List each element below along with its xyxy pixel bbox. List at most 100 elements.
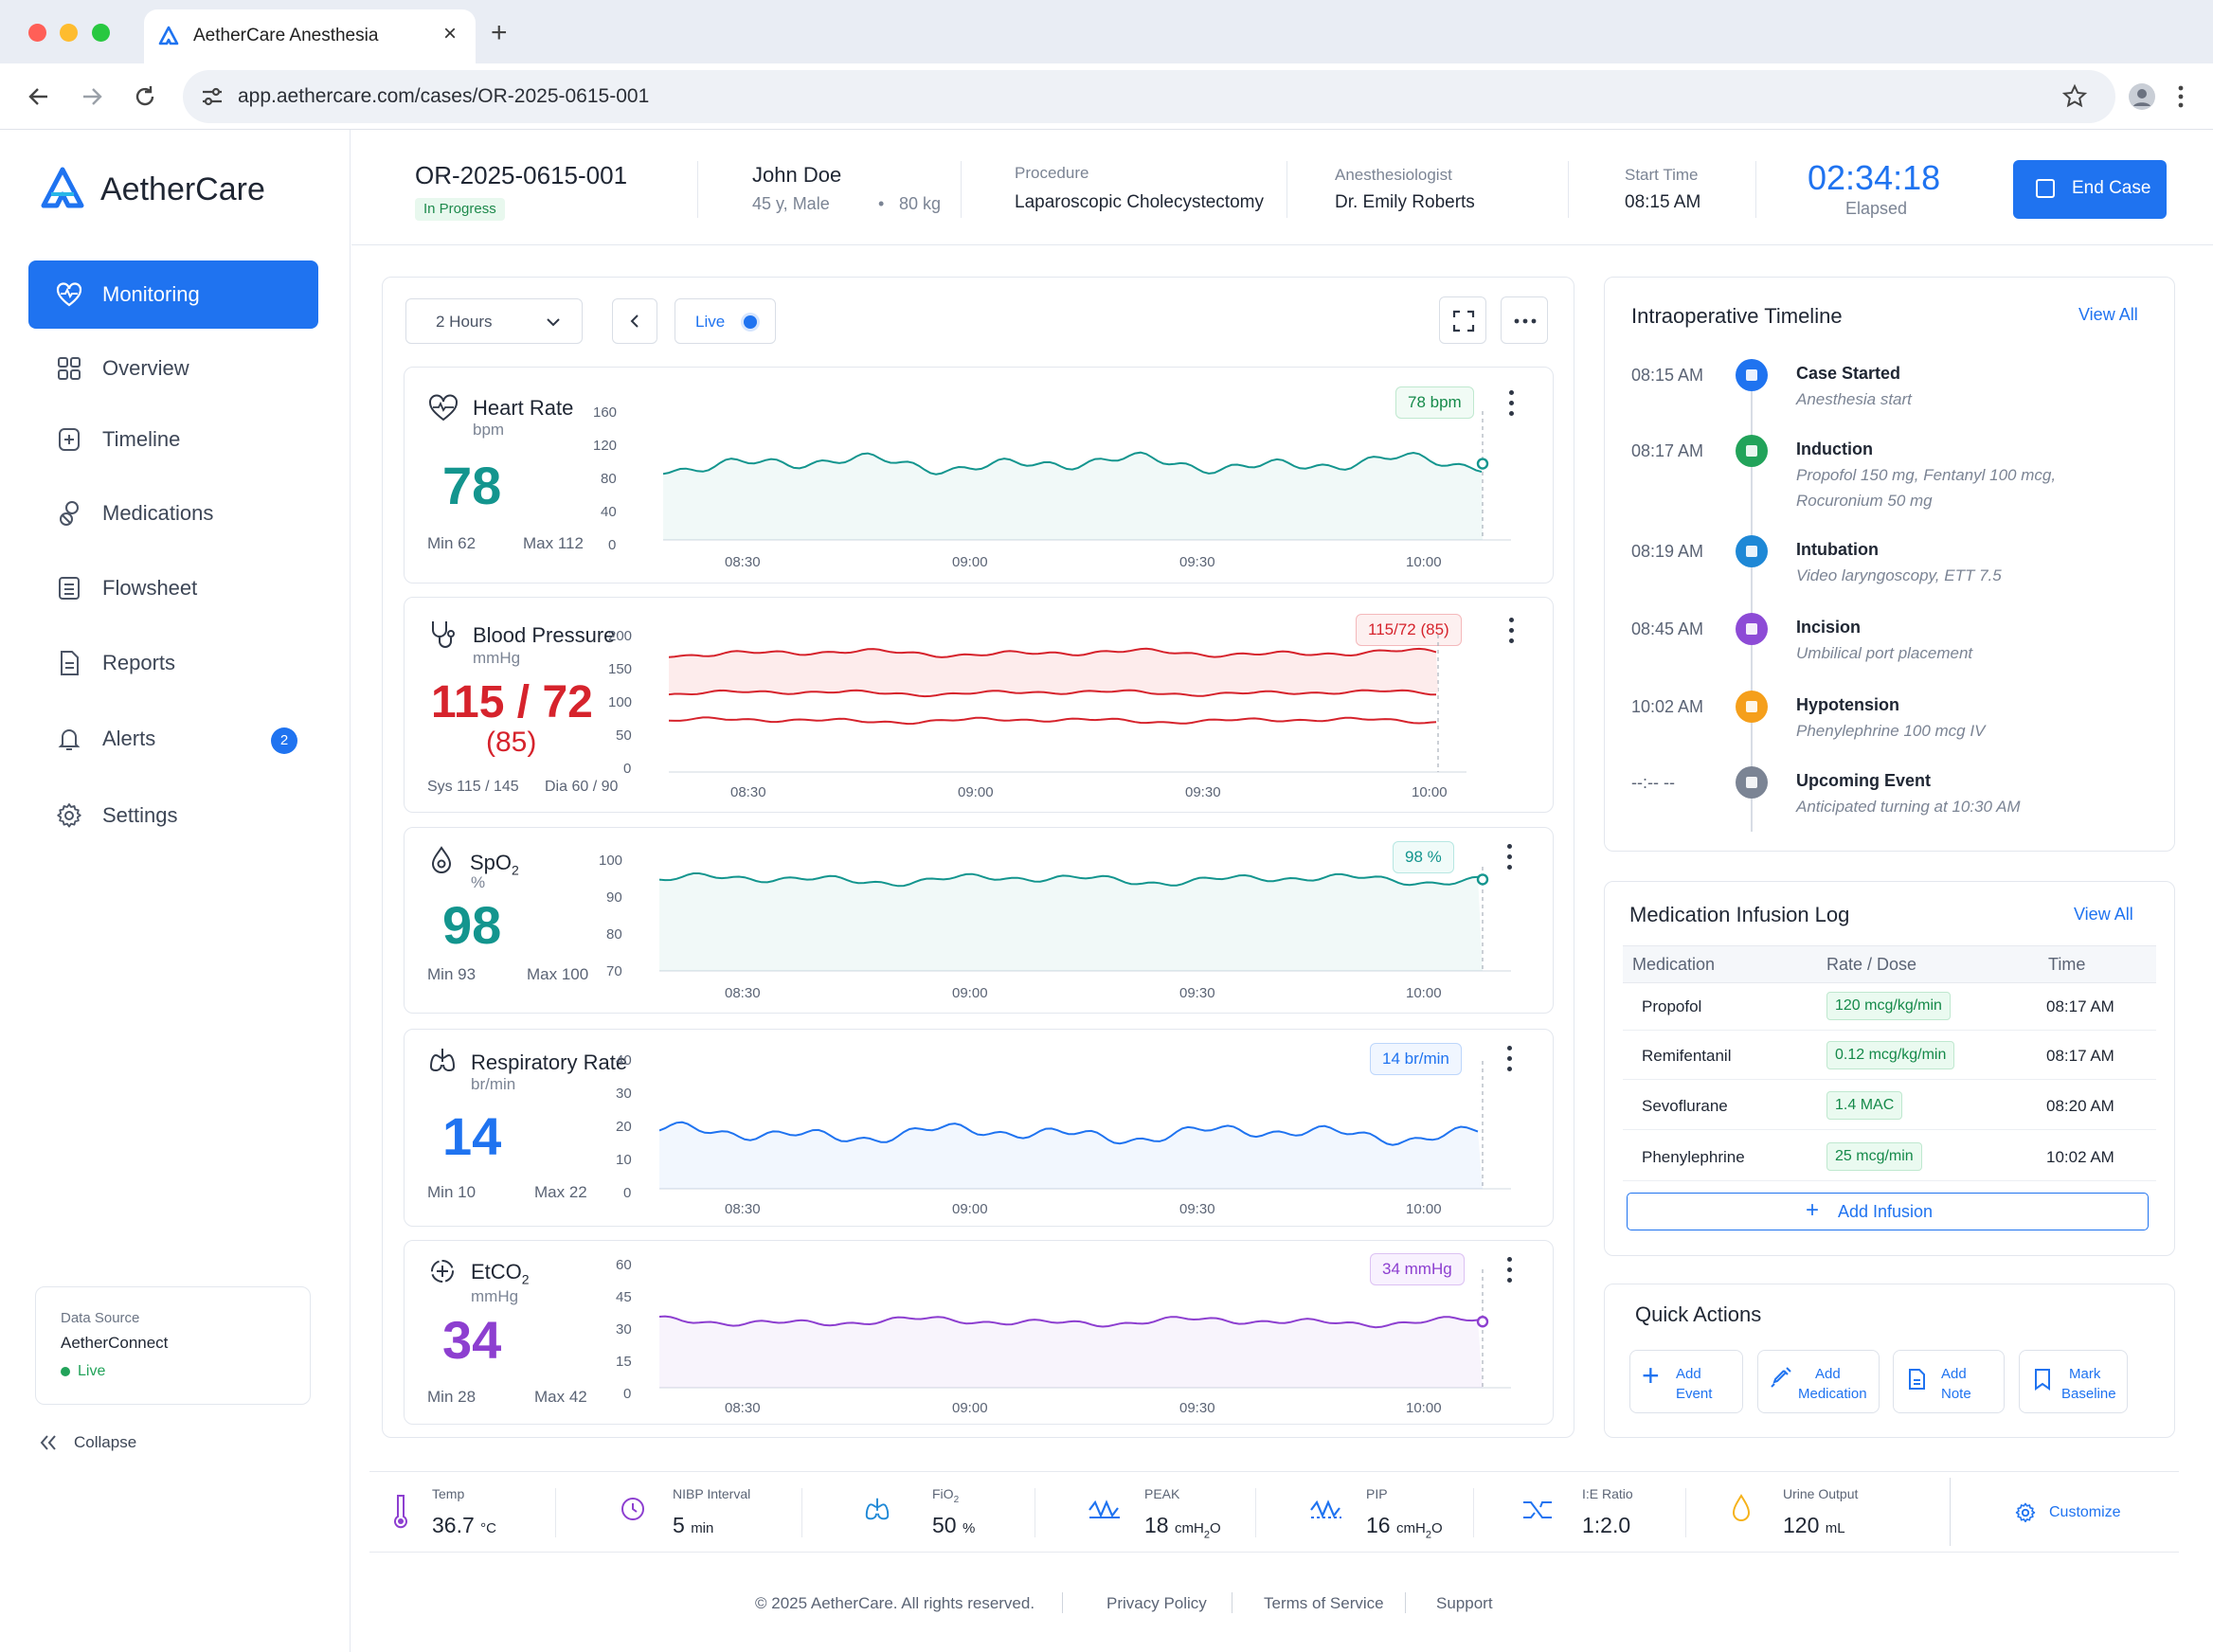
medication-name: Remifentanil [1642,1047,1732,1065]
infusion-log-title: Medication Infusion Log [1629,903,1850,926]
timeline-event-description: Propofol 150 mg, Fentanyl 100 mcg, [1796,466,2057,484]
kebab-menu-icon[interactable] [1509,390,1515,417]
infusion-view-all-link[interactable]: View All [2074,905,2133,924]
x-axis-tick-label: 10:00 [1412,784,1448,800]
bookmark-star-icon[interactable] [2061,83,2088,110]
infusion-rate-badge: 0.12 mcg/kg/min [1826,1041,1955,1069]
time-range-select[interactable]: 2 Hours [405,298,583,344]
heart-rate-card[interactable]: Heart Rate bpm 78 Min 62 Max 112 78 bpm [404,367,1554,584]
browser-tab[interactable]: AetherCare Anesthesia × [144,9,476,63]
etco2-card[interactable]: EtCO2 mmHg 34 Min 28 Max 42 34 mmHg [404,1240,1554,1425]
privacy-policy-link[interactable]: Privacy Policy [1106,1594,1207,1612]
medication-name: Phenylephrine [1642,1148,1745,1166]
table-row[interactable] [1623,1032,2156,1080]
brand-name: AetherCare [100,171,265,207]
kebab-menu-icon[interactable] [1507,1257,1513,1284]
blood-pressure-value: 115 / 72 [431,677,593,727]
fullscreen-button[interactable] [1439,296,1486,344]
peak-value: 18 cmH2O [1144,1513,1221,1541]
timeline-event-time: 08:15 AM [1631,366,1704,385]
aethercare-favicon-icon [158,26,179,45]
vital-min: Min 62 [427,534,477,552]
app-logo[interactable]: AetherCare [38,160,322,217]
y-axis-tick-label: 200 [608,628,633,644]
infusion-rate-badge: 1.4 MAC [1826,1091,1903,1120]
profile-icon[interactable] [2128,82,2156,111]
peak-label: PEAK [1144,1486,1180,1501]
bp-chart [669,635,1466,773]
forward-icon[interactable] [80,84,104,109]
vital-max: Max 112 [523,534,584,552]
close-tab-icon[interactable]: × [443,21,458,46]
blood-pressure-card[interactable]: Blood Pressure mmHg 115 / 72 (85) Sys 11… [404,597,1554,813]
sidebar-item-reports[interactable]: Reports [28,629,318,697]
vital-min: Min 93 [427,965,477,983]
more-options-button[interactable] [1501,296,1548,344]
close-window-button[interactable] [28,24,46,42]
sidebar-item-medications[interactable]: Medications [28,479,318,548]
timeline-event-title: Induction [1796,440,1873,458]
copyright-text: © 2025 AetherCare. All rights reserved. [755,1594,1035,1612]
kebab-menu-icon[interactable] [1509,618,1515,644]
add-infusion-button[interactable]: + Add Infusion [1627,1193,2149,1230]
back-icon[interactable] [27,84,51,109]
previous-range-button[interactable] [612,298,657,344]
peak-unit-suffix: O [1209,1520,1221,1536]
customize-button[interactable]: Customize [2014,1500,2156,1527]
collapse-sidebar-button[interactable]: Collapse [38,1430,227,1455]
terms-of-service-link[interactable]: Terms of Service [1264,1594,1384,1612]
sidebar-item-alerts[interactable]: Alerts 2 [28,705,318,773]
add-medication-button[interactable]: Add Medication [1757,1350,1880,1413]
sidebar-item-timeline[interactable]: Timeline [28,405,318,474]
minimize-window-button[interactable] [60,24,78,42]
collapse-label: Collapse [74,1433,137,1451]
sidebar-item-monitoring[interactable]: Monitoring [28,260,318,329]
gear-icon [2015,1502,2036,1523]
browser-menu-icon[interactable] [2175,84,2186,109]
quick-actions-title: Quick Actions [1635,1302,1762,1326]
support-link[interactable]: Support [1436,1594,1493,1612]
pip-unit-suffix: O [1430,1520,1443,1536]
add-note-button[interactable]: Add Note [1893,1350,2005,1413]
new-tab-icon[interactable]: + [491,17,508,48]
series-area [659,873,1483,971]
omnibox[interactable]: app.aethercare.com/cases/OR-2025-0615-00… [183,70,2115,123]
data-source-name: AetherConnect [61,1334,169,1352]
maximize-window-button[interactable] [92,24,110,42]
kebab-menu-icon[interactable] [1507,844,1513,871]
sidebar-item-flowsheet[interactable]: Flowsheet [28,554,318,622]
sidebar-item-label: Reports [102,651,176,674]
monitor-heart-icon [56,282,82,307]
timeline-event-description: Rocuronium 50 mg [1796,492,1933,510]
sidebar-item-settings[interactable]: Settings [28,781,318,850]
timeline-event-time: 08:45 AM [1631,620,1704,638]
kebab-menu-icon[interactable] [1507,1046,1513,1072]
y-axis-tick-label: 0 [623,1386,632,1402]
end-case-button[interactable]: End Case [2013,160,2167,219]
vital-unit: bpm [473,421,505,439]
timeline-rail [1751,379,1753,832]
y-axis-tick-label: 60 [616,1257,632,1273]
live-toggle-button[interactable]: Live [675,298,776,344]
vital-name: Blood Pressure [473,623,616,647]
reload-icon[interactable] [132,83,158,110]
site-settings-icon[interactable] [200,84,225,109]
column-header: Time [2048,955,2086,974]
thermometer-icon [394,1495,407,1529]
table-row[interactable] [1623,983,2156,1031]
start-time-label: Start Time [1625,166,1699,184]
note-icon [1909,1369,1925,1390]
url-text: app.aethercare.com/cases/OR-2025-0615-00… [238,85,650,107]
spo2-card[interactable]: SpO2 % 98 Min 93 Max 100 98 % [404,827,1554,1014]
table-row[interactable] [1623,1083,2156,1130]
case-status-badge: In Progress [415,198,505,221]
add-event-button[interactable]: + Add Event [1629,1350,1743,1413]
timeline-view-all-link[interactable]: View All [2078,305,2138,324]
pip-value: 16 cmH2O [1366,1513,1443,1541]
medication-name: Sevoflurane [1642,1097,1728,1115]
mark-baseline-button[interactable]: Mark Baseline [2019,1350,2128,1413]
table-row[interactable] [1623,1134,2156,1181]
sidebar-item-overview[interactable]: Overview [28,334,318,403]
x-axis-tick-label: 09:30 [1179,1201,1215,1217]
respiratory-rate-card[interactable]: Respiratory Rate br/min 14 Min 10 Max 22… [404,1029,1554,1227]
